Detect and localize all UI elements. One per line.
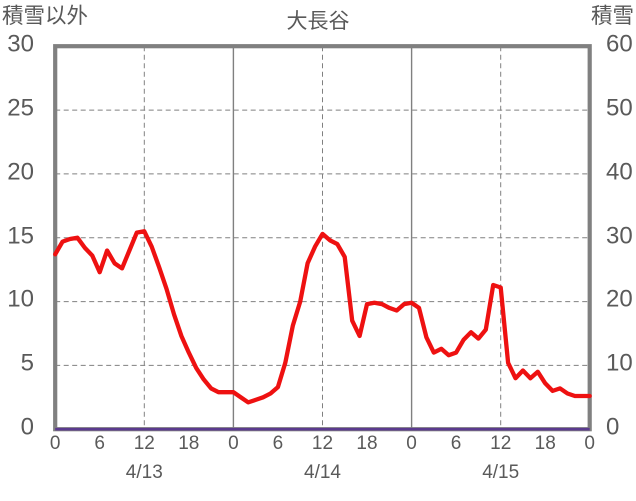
svg-text:0: 0 — [606, 414, 619, 441]
svg-text:6: 6 — [273, 433, 284, 454]
svg-text:積雪以外: 積雪以外 — [2, 4, 88, 28]
svg-text:10: 10 — [7, 286, 34, 313]
svg-text:積雪: 積雪 — [591, 4, 634, 28]
svg-text:15: 15 — [7, 223, 34, 250]
svg-text:60: 60 — [606, 31, 633, 58]
svg-text:18: 18 — [356, 433, 377, 454]
svg-text:30: 30 — [606, 223, 633, 250]
svg-text:0: 0 — [228, 433, 239, 454]
svg-text:18: 18 — [535, 433, 556, 454]
svg-text:0: 0 — [50, 433, 61, 454]
svg-text:30: 30 — [7, 31, 34, 58]
svg-text:4/15: 4/15 — [482, 462, 519, 483]
svg-text:4/13: 4/13 — [126, 462, 163, 483]
svg-text:6: 6 — [94, 433, 105, 454]
svg-text:大長谷: 大長谷 — [287, 10, 350, 33]
svg-text:0: 0 — [406, 433, 417, 454]
svg-text:20: 20 — [7, 159, 34, 186]
svg-text:4/14: 4/14 — [304, 462, 341, 483]
svg-text:10: 10 — [606, 350, 633, 377]
svg-text:12: 12 — [490, 433, 511, 454]
svg-text:0: 0 — [584, 433, 595, 454]
svg-text:12: 12 — [312, 433, 333, 454]
svg-text:40: 40 — [606, 159, 633, 186]
svg-text:0: 0 — [21, 414, 34, 441]
svg-text:18: 18 — [178, 433, 199, 454]
svg-text:25: 25 — [7, 95, 34, 122]
svg-text:20: 20 — [606, 286, 633, 313]
svg-text:12: 12 — [134, 433, 155, 454]
svg-text:50: 50 — [606, 95, 633, 122]
svg-text:6: 6 — [451, 433, 462, 454]
svg-text:5: 5 — [21, 350, 34, 377]
